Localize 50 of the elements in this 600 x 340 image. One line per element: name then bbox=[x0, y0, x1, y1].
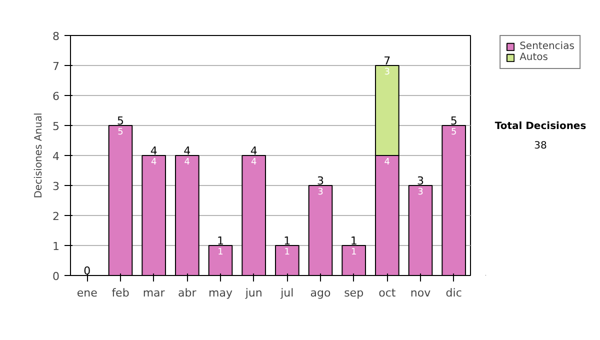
data-label: 1 bbox=[350, 248, 357, 258]
y-tick-label: 6 bbox=[52, 90, 60, 103]
total-label: 4 bbox=[184, 144, 191, 158]
total-label: 7 bbox=[384, 54, 391, 68]
y-tick-label: 0 bbox=[52, 270, 60, 283]
total-label: 1 bbox=[284, 234, 291, 248]
total-label: 4 bbox=[150, 144, 158, 158]
data-label: 3 bbox=[318, 188, 324, 198]
y-tick-label: 2 bbox=[52, 210, 60, 223]
data-label: 1 bbox=[218, 248, 224, 258]
data-label: 5 bbox=[118, 128, 124, 138]
total-label: 3 bbox=[417, 174, 424, 188]
total-label: 0 bbox=[84, 264, 91, 278]
total-label: 1 bbox=[217, 234, 224, 248]
data-label: 1 bbox=[284, 248, 290, 258]
data-label: 3 bbox=[384, 68, 390, 78]
x-tick-label: ene bbox=[76, 286, 98, 300]
y-tick-label: 3 bbox=[52, 180, 60, 193]
data-label: 5 bbox=[450, 128, 457, 138]
data-label: 3 bbox=[418, 188, 424, 198]
x-tick-label: oct bbox=[378, 286, 396, 300]
x-tick-label: mar bbox=[142, 286, 166, 300]
y-tick-label: 5 bbox=[52, 120, 60, 133]
text: Total Decisiones bbox=[494, 121, 586, 132]
y-tick-label: 1 bbox=[52, 240, 60, 253]
x-tick-label: jul bbox=[280, 286, 294, 300]
total-label: 1 bbox=[350, 234, 358, 248]
total-label: 5 bbox=[450, 114, 458, 128]
y-axis-title: Decisiones Anual bbox=[34, 112, 44, 198]
x-tick-label: ago bbox=[310, 286, 331, 300]
data-label: 4 bbox=[384, 158, 390, 168]
y-tick-label: 4 bbox=[52, 150, 60, 163]
legend-label: Autos bbox=[520, 52, 548, 63]
data-label: 4 bbox=[150, 158, 157, 168]
x-tick-label: abr bbox=[178, 286, 197, 300]
x-tick-label: jun bbox=[244, 286, 262, 300]
x-tick-label: may bbox=[208, 286, 233, 300]
total-label: 3 bbox=[317, 174, 324, 188]
total-label: 4 bbox=[250, 144, 258, 158]
data-label: 4 bbox=[184, 158, 190, 168]
y-tick-label: 7 bbox=[52, 60, 60, 73]
x-tick-label: dic bbox=[446, 286, 462, 300]
legend-label: Sentencias bbox=[520, 41, 574, 52]
data-label: 4 bbox=[250, 158, 257, 168]
text: 38 bbox=[534, 140, 547, 152]
x-tick-label: feb bbox=[112, 286, 130, 300]
x-tick-label: nov bbox=[410, 286, 432, 300]
x-tick-label: sep bbox=[344, 286, 364, 300]
total-label: 5 bbox=[117, 114, 124, 128]
y-tick-label: 8 bbox=[52, 30, 60, 43]
